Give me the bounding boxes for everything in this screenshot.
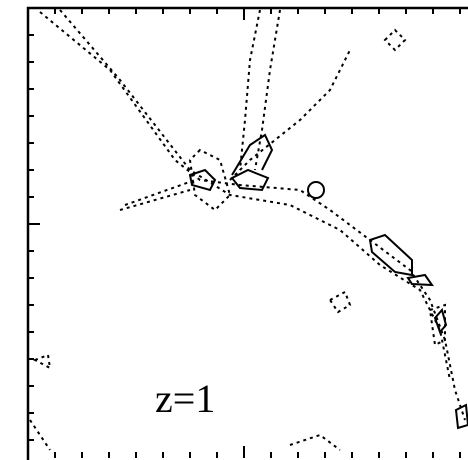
ticks <box>28 8 461 458</box>
panel-label: z=1 <box>155 376 215 421</box>
frame <box>26 6 468 460</box>
contours <box>29 9 468 451</box>
